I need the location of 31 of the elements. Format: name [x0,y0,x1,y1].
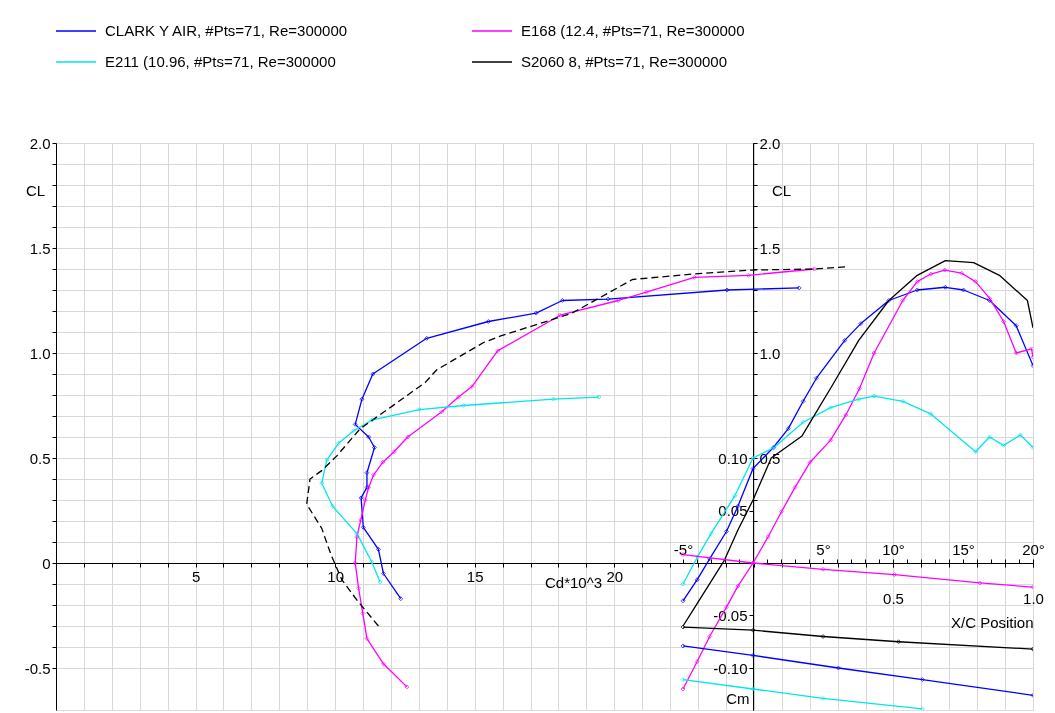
y-tick-label: 0 [42,554,51,572]
x-tick-label: 15 [466,567,484,585]
y-tick-label: 0.5 [29,449,51,467]
y-axis-title: CL [25,181,46,199]
y2-tick-label: 0.10 [718,449,748,467]
x-tick-label: -5° [673,540,694,558]
x2-tick-label: 1.0 [1023,589,1044,607]
y-tick-label: 2.0 [29,134,51,152]
x2-tick-label: 0.5 [883,589,904,607]
x-tick-label: 10° [882,540,905,558]
legend-label: S2060 8, #Pts=71, Re=300000 [521,53,728,70]
x-tick-label: 10 [327,567,344,585]
y2-axis-title: Cm [726,689,750,707]
y-tick-label: 1.5 [29,239,51,257]
y-tick-label: 1.0 [759,344,781,362]
x2-axis-title: X/C Position [950,613,1034,631]
x-tick-label: 5° [816,540,831,558]
legend-label: E211 (10.96, #Pts=71, Re=300000 [105,53,336,70]
y-tick-label: 1.0 [29,344,51,362]
legend-label: CLARK Y AIR, #Pts=71, Re=300000 [105,22,348,39]
y-tick-label: 1.5 [759,239,781,257]
x-tick-label: 5 [191,567,201,585]
y2-tick-label: -0.10 [713,659,748,677]
y-axis-title: CL [771,181,792,199]
x-tick-label: 15° [952,540,975,558]
y-tick-label: -0.5 [24,659,51,677]
x-axis-title: Cd*10^3 [545,573,603,591]
y-tick-label: 2.0 [759,134,781,152]
legend-label: E168 (12.4, #Pts=71, Re=300000 [521,22,745,39]
x-tick-label: 20 [606,567,624,585]
x-tick-label: 20° [1022,540,1045,558]
